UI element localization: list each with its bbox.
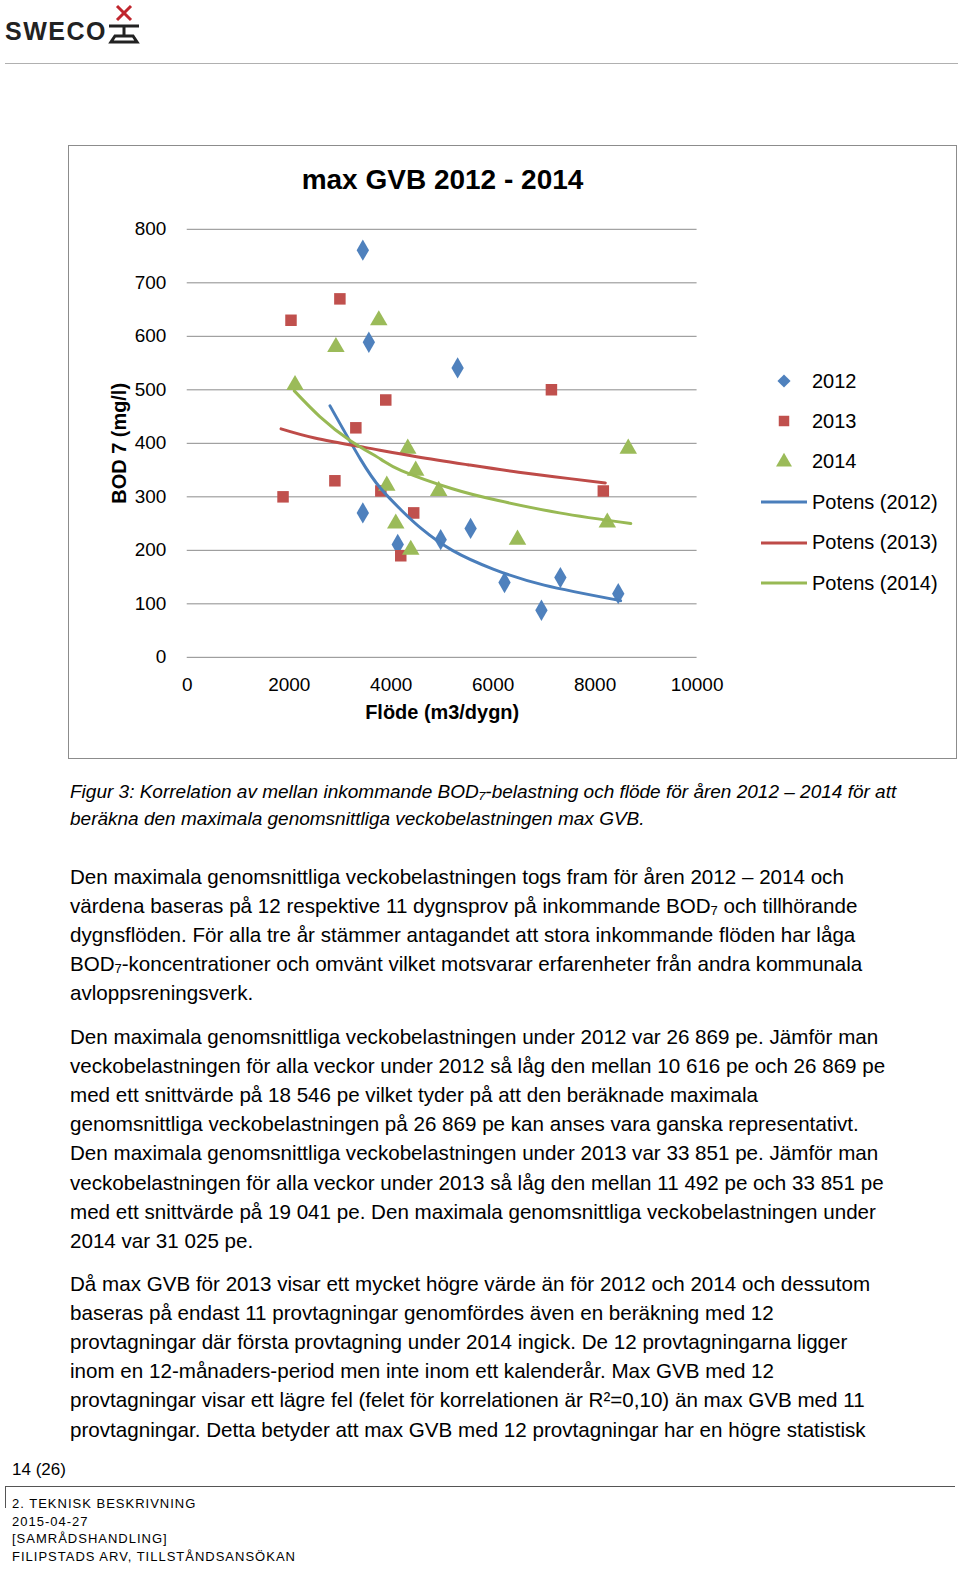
html-text:2013: 2013 [812,409,857,432]
html-text:Den maximala genomsnittliga ve: Den maximala genomsnittliga veckobelastn… [70,1141,879,1165]
html-text:med ett snittvärde på 19 041 p: med ett snittvärde på 19 041 pe. Den max… [70,1199,876,1223]
svg-text:10000: 10000 [671,674,724,695]
svg-text:400: 400 [135,432,167,453]
html-text:inom en 12-månaders-period men: inom en 12-månaders-period men inte inom… [70,1359,774,1383]
html-text:Då max GVB för 2013 visar ett: Då max GVB för 2013 visar ett mycket hög… [70,1272,871,1295]
html-text:[SAMRÅDSHANDLING]: [SAMRÅDSHANDLING] [12,1531,168,1547]
html-text:baseras på endast 11 provtagni: baseras på endast 11 provtagningar genom… [70,1301,774,1325]
html-text:FILIPSTADS ARV, TILLSTÅNDSANSÖ: FILIPSTADS ARV, TILLSTÅNDSANSÖKAN [12,1549,296,1565]
html-text:BOD₇-koncentrationer och omvän: BOD₇-koncentrationer och omvänt vilket m… [70,952,863,976]
html-text:Den maximala genomsnittliga ve: Den maximala genomsnittliga veckobelastn… [70,865,844,888]
svg-text:BOD 7 (mg/l): BOD 7 (mg/l) [108,383,130,504]
html-text:14 (26): 14 (26) [12,1460,66,1479]
svg-text:4000: 4000 [370,674,412,695]
html-text:provtagningar visar ett lägre: provtagningar visar ett lägre fel (felet… [70,1388,865,1412]
html-text:Figur 3: Korrelation av mellan: Figur 3: Korrelation av mellan inkommand… [70,781,897,802]
html-text:Potens (2013): Potens (2013) [812,531,938,554]
html-text:Potens (2014): Potens (2014) [812,571,938,594]
html-text:provtagningar där första provt: provtagningar där första provtagning und… [70,1330,848,1354]
svg-text:100: 100 [135,593,167,614]
html-text:Den maximala genomsnittliga ve: Den maximala genomsnittliga veckobelastn… [70,1025,879,1048]
html-text:beräkna den maximala genomsnit: beräkna den maximala genomsnittliga veck… [70,807,645,829]
svg-text:800: 800 [135,218,167,239]
html-text:2012: 2012 [812,369,857,392]
svg-text:700: 700 [135,272,167,293]
svg-text:2000: 2000 [268,674,310,695]
html-text:veckobelastningen för alla vec: veckobelastningen för alla veckor under … [70,1170,884,1194]
svg-text:500: 500 [135,379,167,400]
html-text:SWECO: SWECO [5,17,107,45]
html-text:max GVB 2012 - 2014: max GVB 2012 - 2014 [301,164,584,195]
html-text:avloppsreningsverk.: avloppsreningsverk. [70,981,254,1005]
html-text:Potens (2012): Potens (2012) [812,490,938,513]
html-text:genomsnittliga veckobelastning: genomsnittliga veckobelastningen på 26 8… [70,1112,859,1136]
html-text:2014 var 31 025 pe.: 2014 var 31 025 pe. [70,1228,254,1252]
svg-text:300: 300 [135,486,167,507]
svg-text:0: 0 [182,674,193,695]
html-text:provtagningar. Detta betyder a: provtagningar. Detta betyder att max GVB… [70,1417,866,1441]
svg-text:8000: 8000 [574,674,616,695]
html-text:2014: 2014 [812,450,857,473]
html-text:dygnsflöden. För alla tre år s: dygnsflöden. För alla tre år stämmer ant… [70,923,856,947]
svg-text:200: 200 [135,539,167,560]
html-text:2015-04-27: 2015-04-27 [12,1513,89,1529]
svg-text:600: 600 [135,325,167,346]
html-text:med ett snittvärde på 18 546 p: med ett snittvärde på 18 546 pe vilket t… [70,1083,758,1107]
html-text:2. TEKNISK BESKRIVNING: 2. TEKNISK BESKRIVNING [12,1496,197,1511]
html-text:värdena baseras på 12 respekti: värdena baseras på 12 respektive 11 dygn… [70,894,858,918]
svg-text:Flöde (m3/dygn): Flöde (m3/dygn) [365,701,519,723]
svg-text:0: 0 [156,646,167,667]
html-text:veckobelastningen för alla vec: veckobelastningen för alla veckor under … [70,1054,886,1078]
svg-text:6000: 6000 [472,674,514,695]
